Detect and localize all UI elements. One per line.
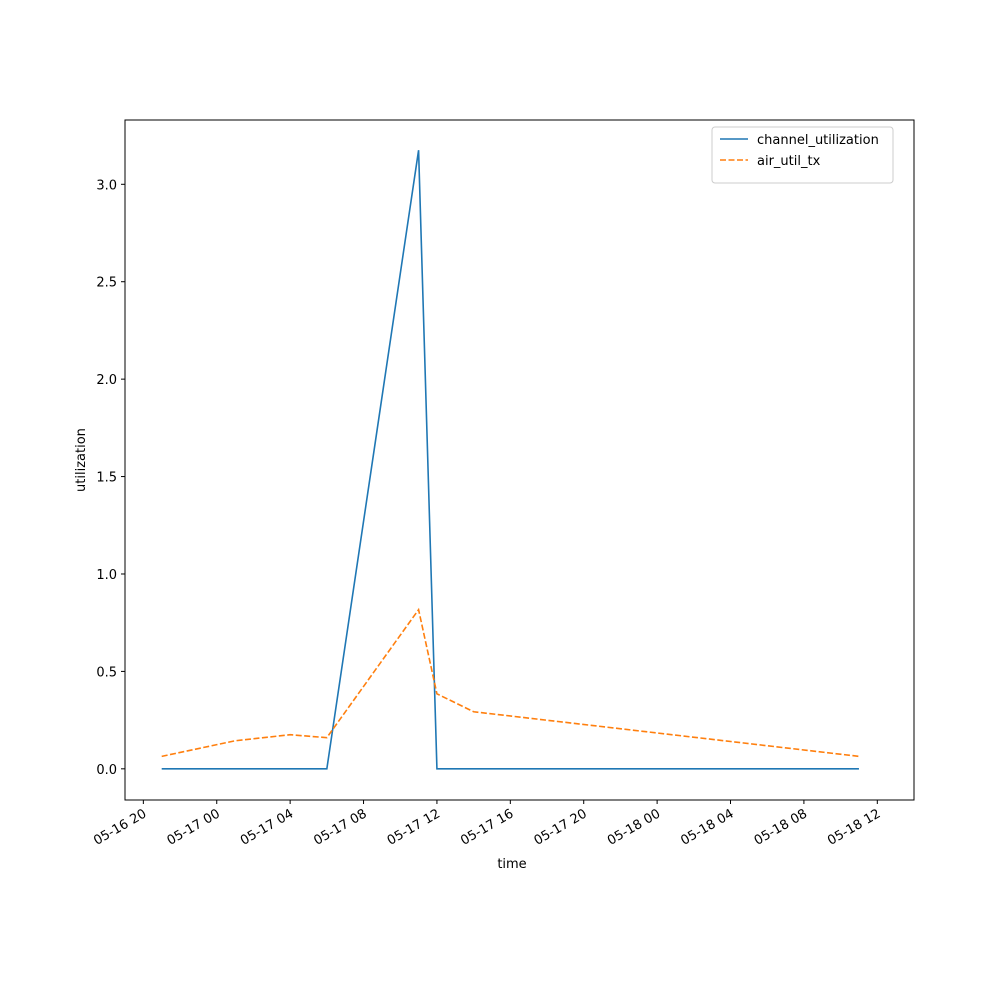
y-tick-label: 1.0 (96, 568, 117, 583)
x-tick-label: 05-18 08 (752, 806, 810, 848)
series-line (161, 150, 859, 770)
x-tick-label: 05-17 20 (532, 806, 590, 848)
x-tick-label: 05-18 04 (678, 806, 736, 848)
y-tick-label: 2.0 (96, 373, 117, 388)
x-tick-label: 05-18 12 (825, 806, 883, 848)
plot-frame (124, 119, 915, 801)
y-tick-label: 1.5 (96, 471, 117, 486)
x-tick-label: 05-17 04 (238, 806, 296, 848)
y-tick-label: 0.0 (96, 763, 117, 778)
x-axis-label: time (497, 857, 526, 872)
x-tick-label: 05-17 12 (385, 806, 443, 848)
y-axis-label: utilization (74, 428, 89, 492)
y-tick-label: 2.5 (96, 276, 117, 291)
legend-box (711, 126, 894, 184)
y-tick-label: 0.5 (96, 665, 117, 680)
x-tick-label: 05-17 00 (165, 806, 223, 848)
x-tick-label: 05-16 20 (91, 806, 149, 848)
y-tick-label: 3.0 (96, 178, 117, 193)
legend-label: channel_utilization (757, 133, 879, 148)
x-tick-label: 05-18 00 (605, 806, 663, 848)
series-line (161, 607, 860, 758)
x-tick-label: 05-17 08 (311, 806, 369, 848)
legend-label: air_util_tx (757, 154, 821, 169)
x-tick-label: 05-17 16 (458, 806, 516, 848)
